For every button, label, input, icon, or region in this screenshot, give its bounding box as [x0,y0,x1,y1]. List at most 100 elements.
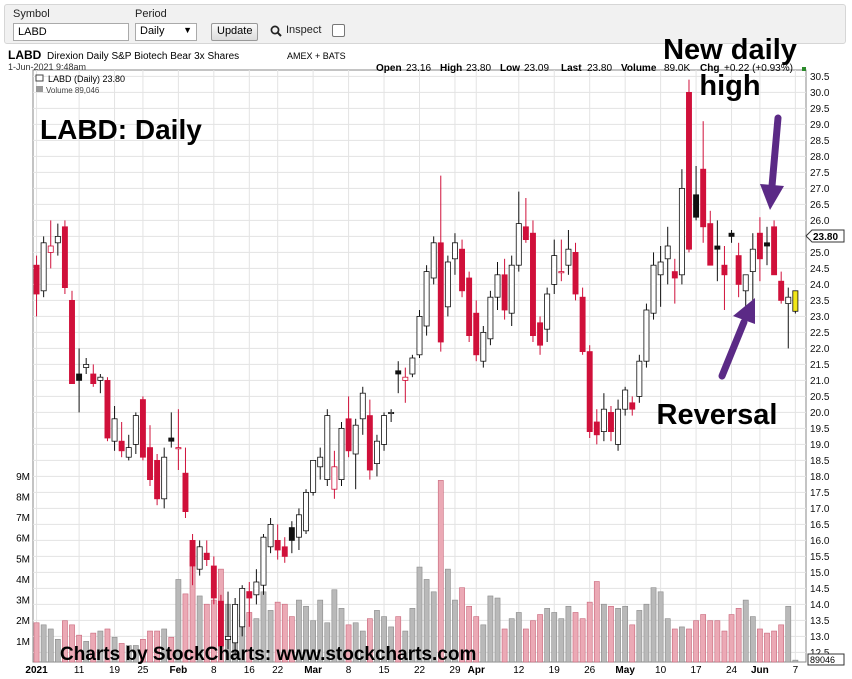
candle-body [423,271,430,327]
volume-bar [267,610,274,663]
date-tick-label: 17 [691,665,703,676]
volume-label: Volume [621,63,657,74]
candle-body [381,415,387,445]
volume-bar [203,603,210,663]
volume-bar [494,597,501,663]
candle-body [366,415,373,471]
candle-body [785,296,792,305]
low-label: Low [500,63,520,74]
price-tick-label: 17.5 [810,488,830,499]
candle-body [444,261,451,308]
price-tick-label: 18.5 [810,456,830,467]
candle-body [593,421,600,436]
candle-body [579,296,586,353]
candle-body [494,274,501,298]
price-tick-label: 24.5 [810,264,830,275]
volume-tick-label: 6M [16,534,30,545]
candle-body [756,232,763,260]
volume-bar [125,645,132,663]
candle-body [210,565,217,599]
candle-body [61,226,68,289]
volume-bar [728,614,735,663]
volume-bar [140,638,146,663]
volume-bar [132,645,139,663]
volume-bar [288,616,295,663]
price-tick-label: 14.5 [810,584,830,595]
symbol-input[interactable] [13,23,129,41]
price-tick-label: 29.0 [810,120,830,131]
candle-body [416,315,423,356]
candle-body [147,447,153,481]
candle-body [267,524,274,548]
candle-body [225,636,231,641]
candle-body [735,255,742,285]
date-tick-label: 12 [513,665,525,676]
update-button[interactable]: Update [211,23,259,41]
candle-body [217,600,224,647]
volume-bar [579,618,586,663]
price-tick-label: 23.5 [810,296,830,307]
volume-bar [76,634,82,663]
volume-bar [445,568,451,663]
price-tick-label: 21.5 [810,360,830,371]
candle-body [90,373,97,385]
new-high-annotation-line2: high [699,70,760,102]
candle-body [33,264,40,295]
candle-body [161,456,168,500]
volume-bar [792,659,799,663]
volume-bar [253,618,260,663]
candle-body [274,540,281,551]
candle-body [721,264,728,276]
candle-body [168,437,175,442]
candle-body [310,459,317,493]
candle-body [345,418,352,452]
candle-body [76,373,83,381]
volume-bar [501,628,508,663]
price-tick-label: 22.5 [810,328,830,339]
date-tick-label: 25 [137,665,149,676]
candle-body [139,399,146,458]
symbol-label: Symbol [13,8,50,20]
candle-body [586,351,593,433]
candle-body [246,591,253,599]
price-tick-label: 26.5 [810,200,830,211]
date-tick-label: 26 [584,665,596,676]
price-tick-label: 22.0 [810,344,830,355]
volume-bar [97,630,104,663]
candle-body [338,427,345,480]
inspect-checkbox[interactable] [332,24,345,37]
period-select[interactable]: Daily ▼ [135,23,197,41]
volume-bar [771,630,777,663]
volume-bar [168,636,175,663]
volume-bar [62,620,68,663]
candle-body [111,418,118,442]
volume-bar [367,618,373,663]
volume-bar [558,618,565,663]
volume-bar [437,480,444,663]
volume-bar [636,610,643,663]
price-tick-label: 26.0 [810,216,830,227]
candle-body [430,242,437,279]
candle-body [771,226,778,276]
candle-body [600,408,607,433]
watermark: Charts by StockCharts: www.stockcharts.c… [60,644,476,665]
reversal-annotation: Reversal [657,399,778,431]
candle-body [466,277,473,336]
price-tick-label: 27.5 [810,168,830,179]
volume-bar [679,626,685,663]
price-tick-label: 13.0 [810,632,830,643]
inspect-label: Inspect [286,24,322,36]
volume-bar [381,616,387,663]
date-tick-label: 8 [211,665,217,676]
period-label: Period [135,8,167,20]
candle-body [629,402,636,410]
candle-body [608,411,614,432]
candle-body [742,274,749,292]
date-tick-label: 10 [655,665,667,676]
volume-bar [686,628,692,663]
volume-bar [324,622,331,663]
volume-bar [111,636,118,663]
candle-body [459,248,466,292]
volume-bar [402,630,409,663]
period-value: Daily [140,25,165,37]
